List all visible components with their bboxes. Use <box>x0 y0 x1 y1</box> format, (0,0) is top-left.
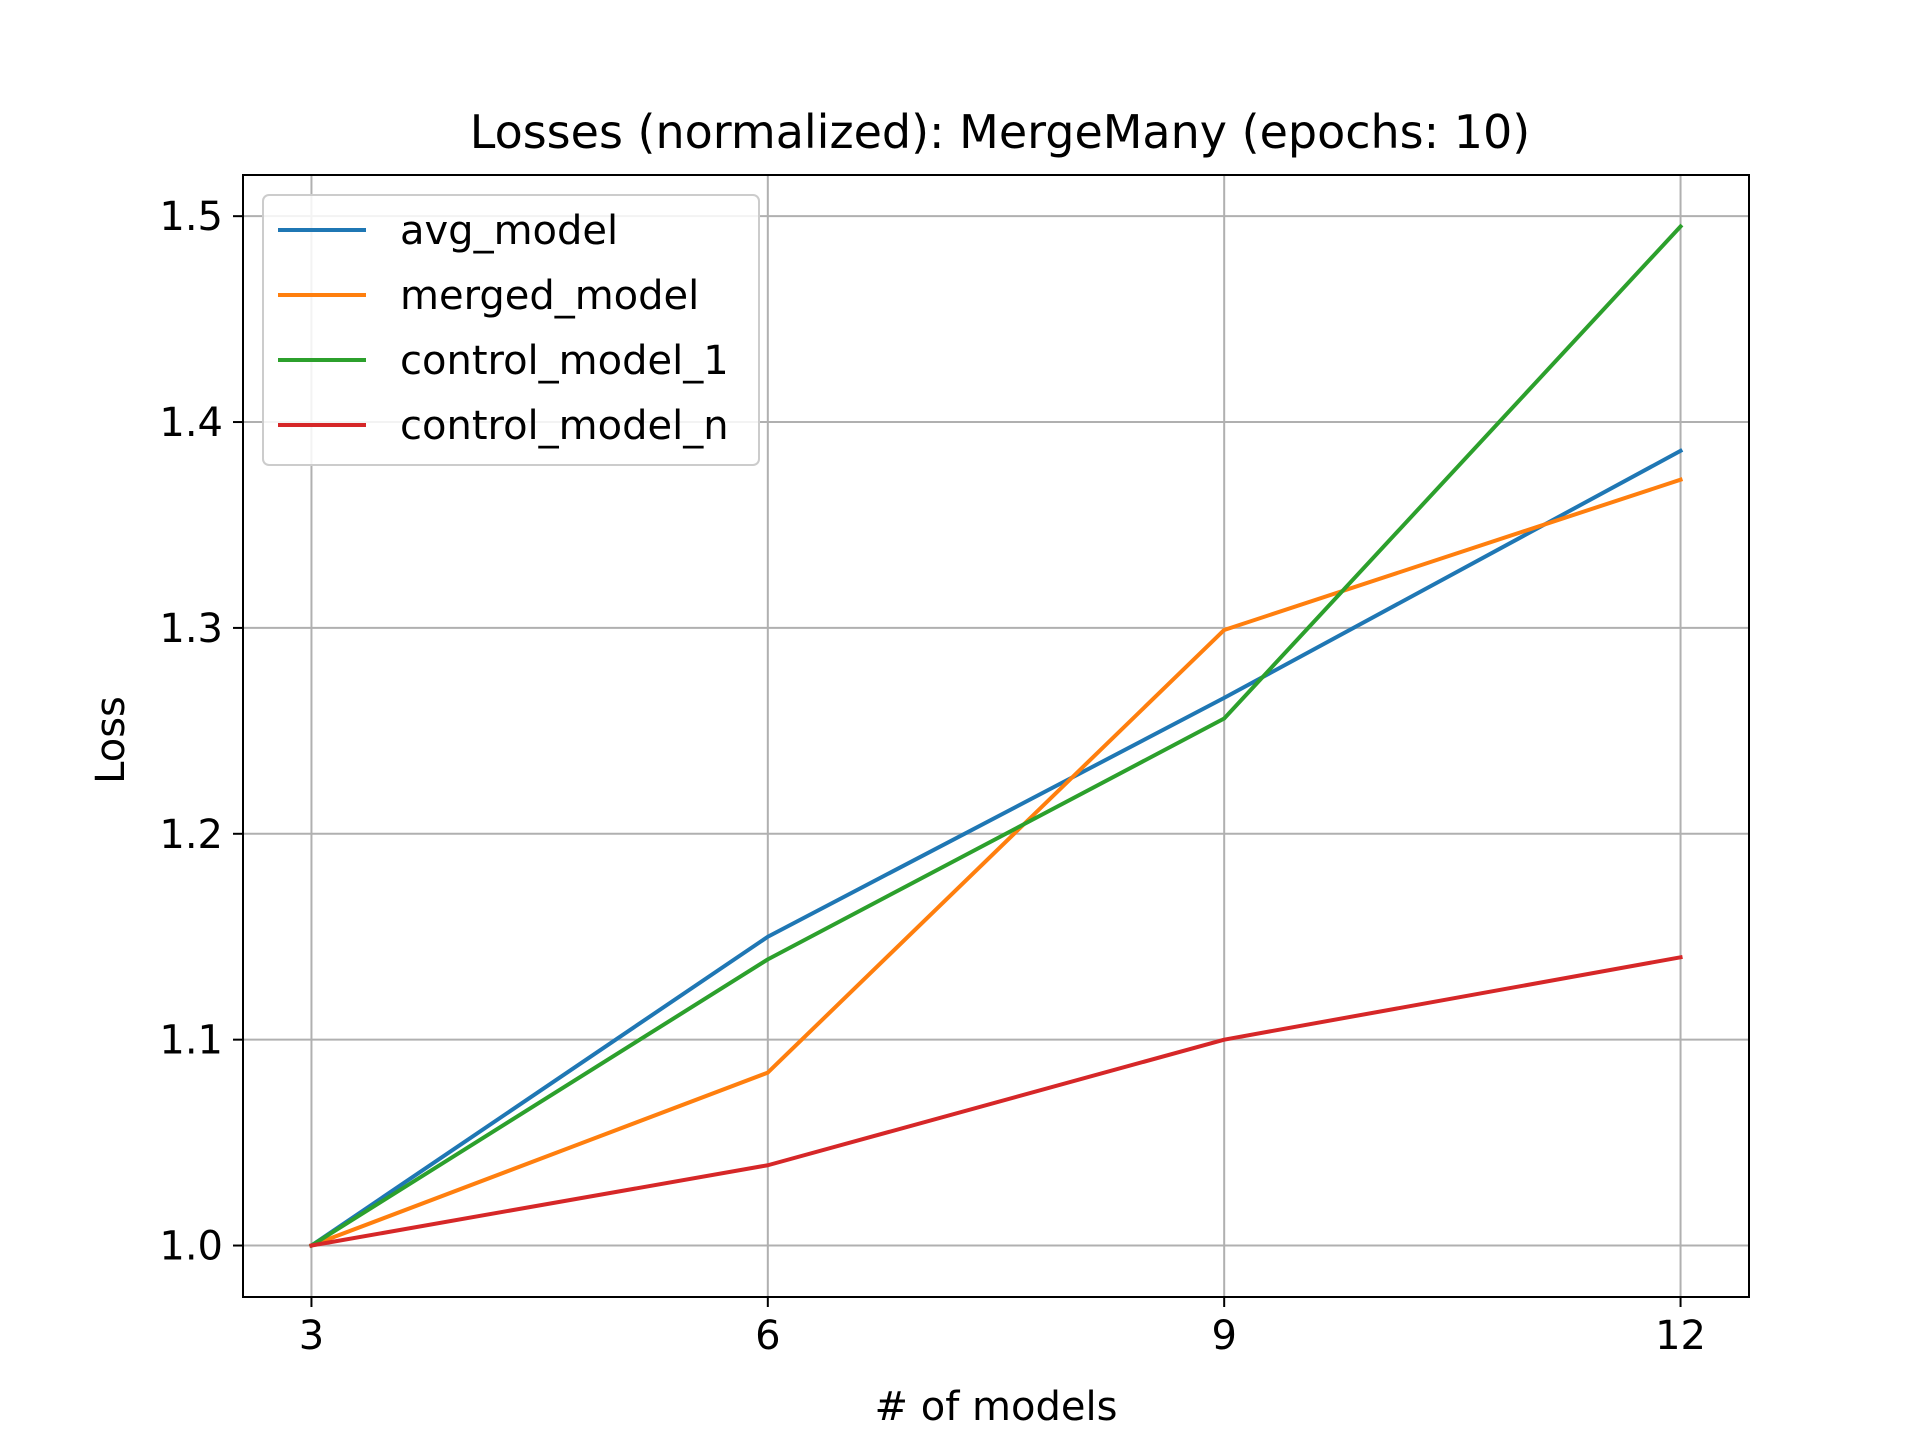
y-tick-label: 1.2 <box>159 812 223 858</box>
chart-title: Losses (normalized): MergeMany (epochs: … <box>470 105 1530 159</box>
legend-label: avg_model <box>400 208 618 254</box>
series-line-control-model-n <box>309 954 1683 1248</box>
series-line-avg-model <box>308 448 1684 1249</box>
y-tick-label: 1.4 <box>159 400 223 446</box>
y-tick-label: 1.1 <box>159 1018 223 1064</box>
series-line-merged-model <box>308 477 1684 1249</box>
y-axis-title: Loss <box>88 696 134 784</box>
x-tick-label: 9 <box>1211 1313 1236 1359</box>
legend-label: merged_model <box>400 273 699 319</box>
y-tick-label: 1.3 <box>159 606 223 652</box>
series-lines <box>308 223 1684 1249</box>
series-line-control-model-1 <box>308 223 1684 1249</box>
x-tick-label: 3 <box>299 1313 324 1359</box>
x-tick-label: 12 <box>1655 1313 1706 1359</box>
y-tick-label: 1.5 <box>159 194 223 240</box>
axis-ticks: 3 6 9 12 1.0 1.1 1.2 1.3 1.4 1.5 <box>159 194 1706 1359</box>
y-tick-label: 1.0 <box>159 1224 223 1270</box>
legend-label: control_model_1 <box>400 338 729 384</box>
legend-box <box>262 194 760 466</box>
plot-frame <box>242 174 1750 1298</box>
x-axis-title: # of models <box>875 1384 1118 1430</box>
legend-label: control_model_n <box>400 403 729 449</box>
legend: avg_model merged_model control_model_1cont… <box>262 194 760 466</box>
x-tick-label: 6 <box>755 1313 780 1359</box>
